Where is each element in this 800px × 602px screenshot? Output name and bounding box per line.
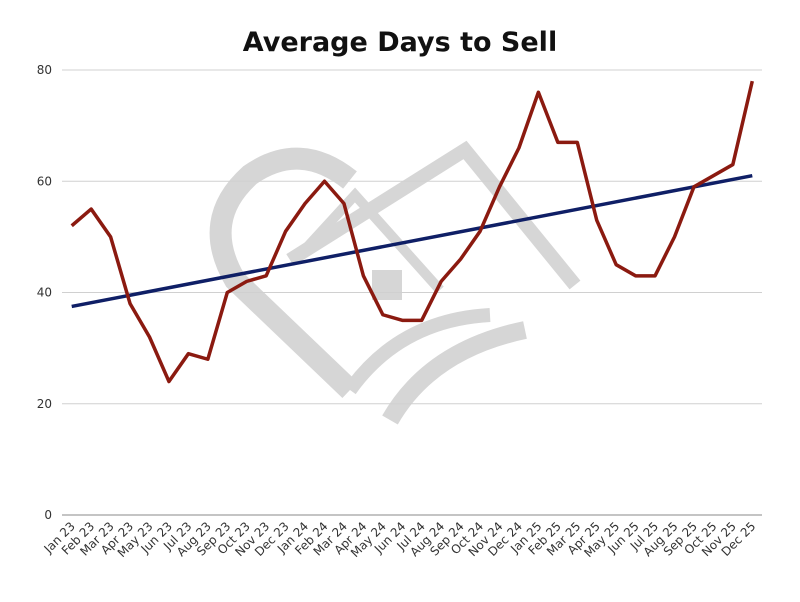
chart-title: Average Days to Sell bbox=[243, 27, 557, 58]
series-line bbox=[70, 80, 754, 384]
y-tick-label: 20 bbox=[37, 397, 52, 411]
watermark-logo bbox=[209, 140, 581, 425]
y-tick-label: 80 bbox=[37, 63, 52, 77]
y-tick-label: 60 bbox=[37, 174, 52, 188]
y-tick-label: 40 bbox=[37, 286, 52, 300]
y-tick-label: 0 bbox=[44, 508, 52, 522]
trendline bbox=[71, 173, 753, 309]
